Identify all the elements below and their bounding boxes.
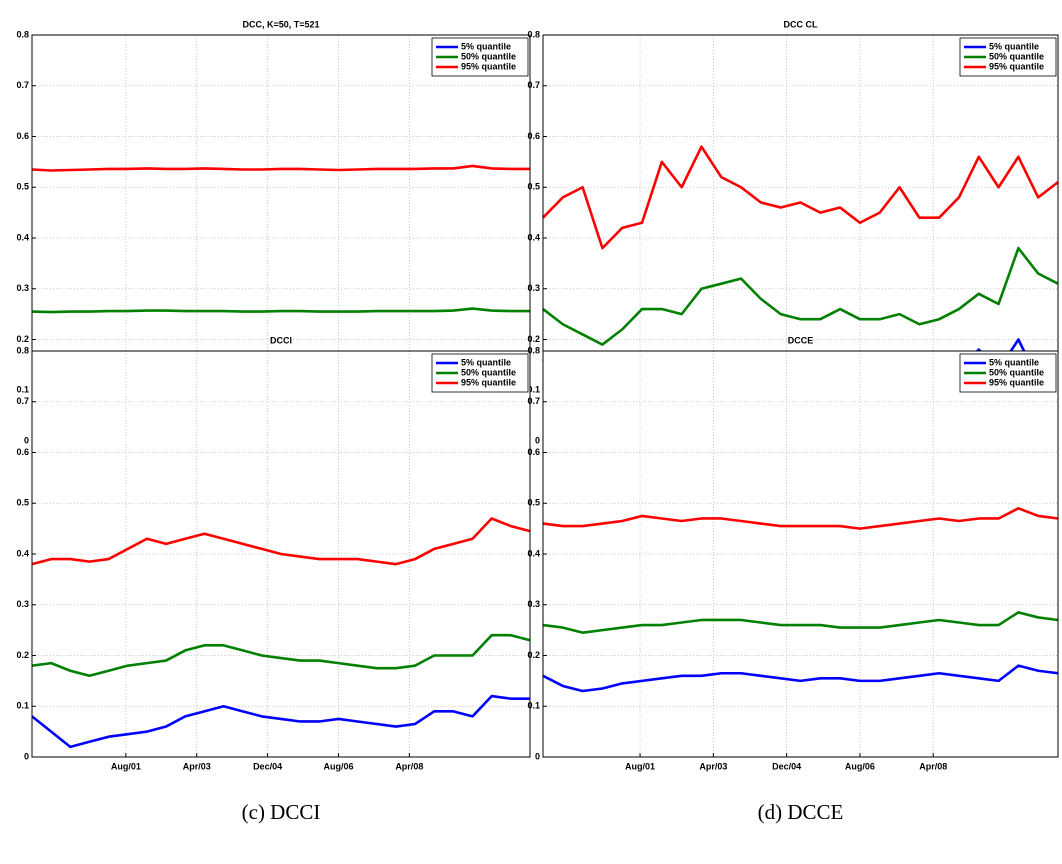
x-tick-label: Aug/01 [625,761,655,771]
series-line [542,611,1059,634]
y-tick-label: 0.8 [527,345,540,355]
y-tick-label: 0.1 [527,385,540,395]
legend-label: 50% quantile [989,51,1044,61]
plot-frame [31,350,531,758]
series-line [542,664,1059,693]
caption: (c) DCCI [242,800,321,824]
y-tick-label: 0 [535,751,540,761]
x-tick-label: Dec/04 [253,761,282,771]
legend-label: 5% quantile [461,357,511,367]
y-tick-label: 0.5 [527,498,540,508]
plot-area [543,351,1058,757]
legend-label: 50% quantile [461,367,516,377]
y-tick-label: 0.2 [16,650,29,660]
series-line [542,507,1059,530]
chart-title: DCC CL [784,19,818,29]
y-tick-label: 0.7 [527,80,540,90]
y-tick-label: 0.8 [16,29,29,39]
y-tick-label: 0.4 [16,232,29,242]
legend-label: 5% quantile [989,357,1039,367]
x-tick-label: Aug/06 [323,761,353,771]
y-tick-label: 0.4 [16,548,29,558]
y-tick-label: 0.5 [16,182,29,192]
y-tick-label: 0.8 [527,29,540,39]
legend-label: 95% quantile [989,61,1044,71]
y-tick-label: 0.1 [16,385,29,395]
y-tick-label: 0.6 [527,131,540,141]
y-tick-label: 0 [24,751,29,761]
chart-title: DCCE [788,335,814,345]
legend-label: 5% quantile [989,41,1039,51]
y-tick-label: 0.5 [16,498,29,508]
x-tick-label: Apr/08 [395,761,423,771]
y-tick-label: 0.2 [527,650,540,660]
x-tick-label: Aug/06 [845,761,875,771]
y-tick-label: 0.7 [16,80,29,90]
y-tick-label: 0.3 [16,599,29,609]
series-line [31,307,530,314]
y-tick-label: 0.3 [527,599,540,609]
y-tick-label: 0.3 [527,283,540,293]
x-tick-label: Apr/03 [183,761,211,771]
legend-label: 95% quantile [989,377,1044,387]
y-tick-label: 0.2 [527,334,540,344]
series-line [31,633,531,678]
y-tick-label: 0 [24,435,29,445]
y-tick-label: 0.2 [16,334,29,344]
legend-label: 50% quantile [461,51,516,61]
legend-label: 95% quantile [461,377,516,387]
y-tick-label: 0.8 [16,345,29,355]
y-tick-label: 0.6 [16,131,29,141]
y-tick-label: 0.6 [16,447,29,457]
series-line [542,145,1059,250]
chart-panel: 0 0.1 0.2 0.3 0.4 0.5 0.6 0.7 0.8 Aug/01 Apr/03 Dec… [527,335,1059,824]
y-tick-label: 0 [535,435,540,445]
y-tick-label: 0.1 [16,701,29,711]
legend-label: 5% quantile [461,41,511,51]
x-tick-label: Apr/03 [699,761,727,771]
y-tick-label: 0.5 [527,182,540,192]
chart-title: DCC, K=50, T=521 [242,19,319,29]
y-tick-label: 0.3 [16,283,29,293]
series-line [31,164,530,172]
legend-label: 95% quantile [461,61,516,71]
chart-title: DCCI [270,335,292,345]
chart-panel: 0 0.1 0.2 0.3 0.4 0.5 0.6 0.7 0.8 Aug/01 Apr/03 Dec… [16,335,531,824]
series-line [542,246,1059,346]
x-tick-label: Aug/01 [111,761,141,771]
y-tick-label: 0.4 [527,232,540,242]
series-line [31,694,530,749]
caption: (d) DCCE [758,800,844,824]
legend-label: 50% quantile [989,367,1044,377]
y-tick-label: 0.1 [527,701,540,711]
series-line [31,517,531,566]
plot-frame [542,350,1059,758]
y-tick-label: 0.7 [527,396,540,406]
y-tick-label: 0.7 [16,396,29,406]
y-tick-label: 0.6 [527,447,540,457]
x-tick-label: Dec/04 [772,761,801,771]
x-tick-label: Apr/08 [919,761,947,771]
y-tick-label: 0.4 [527,548,540,558]
